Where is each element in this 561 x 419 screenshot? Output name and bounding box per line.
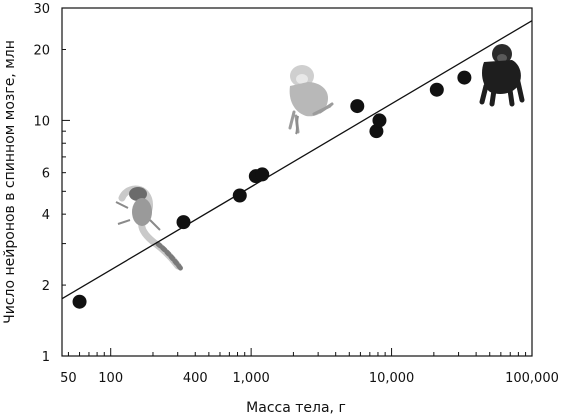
data-point [372,113,387,128]
y-tick-label: 1 [42,350,50,365]
y-tick-label: 4 [42,208,50,223]
y-tick-label: 10 [33,114,50,129]
data-point [457,70,472,85]
marmoset-illustration [115,185,185,273]
y-tick-label: 20 [33,43,50,58]
x-tick-label: 100,000 [505,371,559,386]
y-tick-label: 30 [33,2,50,17]
x-axis-label: Масса тела, г [246,400,346,416]
plot-frame [61,7,533,357]
data-point [255,167,270,182]
data-point [72,294,87,309]
x-tick-label: 10,000 [369,371,415,386]
data-point [429,82,444,97]
data-point [369,124,384,139]
macaque-illustration [288,65,334,135]
data-point [232,188,247,203]
chimpanzee-illustration [479,44,525,107]
data-point [350,99,365,114]
y-axis-label: Число нейронов в спинном мозге, млн [2,40,18,324]
data-point [176,215,191,230]
x-tick-label: 100 [98,371,123,386]
x-tick-label: 400 [183,371,208,386]
x-tick-label: 1,000 [233,371,270,386]
y-tick-label: 2 [42,279,50,294]
y-tick-label: 6 [42,167,50,182]
x-tick-label: 50 [60,371,77,386]
trend-line [61,20,533,300]
